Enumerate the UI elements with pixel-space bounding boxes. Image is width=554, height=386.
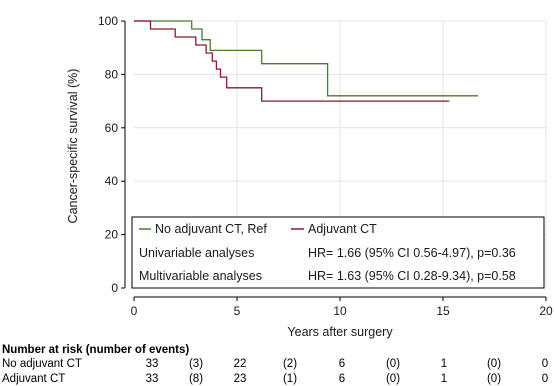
y-tick-label: 0 (111, 281, 118, 295)
risk-cell: 6 (339, 358, 345, 370)
risk-cell: 0 (542, 373, 548, 385)
risk-cell: (0) (386, 358, 400, 370)
risk-cell: 1 (441, 373, 447, 385)
univariable-hr: HR= 1.66 (95% CI 0.56-4.97), p=0.36 (308, 246, 516, 260)
y-ticks: 0 20 40 60 80 100 (98, 14, 125, 295)
risk-cell: 0 (542, 358, 548, 370)
multivariable-hr: HR= 1.63 (95% CI 0.28-9.34), p=0.58 (308, 269, 516, 283)
y-axis-title: Cancer-specific survival (%) (66, 69, 80, 224)
risk-cell: 23 (234, 373, 247, 385)
curve-adjuvant-ct (134, 20, 450, 102)
legend: No adjuvant CT, Ref Adjuvant CT Univaria… (131, 216, 545, 289)
y-tick-label: 60 (105, 121, 119, 135)
legend-label-no-adjuvant: No adjuvant CT, Ref (155, 222, 267, 236)
y-tick-label: 20 (105, 228, 119, 242)
risk-table: Number at risk (number of events) No adj… (2, 344, 548, 385)
risk-cell: 22 (234, 358, 247, 370)
risk-row-label: No adjuvant CT (2, 358, 82, 370)
risk-cell: 33 (146, 373, 159, 385)
risk-cell: (1) (283, 373, 297, 385)
risk-cell: 1 (441, 358, 447, 370)
x-ticks: 0 5 10 15 20 (131, 297, 553, 318)
univariable-label: Univariable analyses (139, 246, 254, 260)
risk-cell: (3) (189, 358, 203, 370)
x-tick-label: 20 (539, 304, 553, 318)
multivariable-label: Multivariable analyses (139, 269, 262, 283)
x-tick-label: 10 (333, 304, 347, 318)
x-axis-title: Years after surgery (287, 325, 393, 339)
y-tick-label: 80 (105, 67, 119, 81)
survival-curves (134, 20, 478, 102)
risk-cell: (2) (283, 358, 297, 370)
risk-table-cells: 33 (3) 22 (2) 6 (0) 1 (0) 0 33 (8) 23 (1) 6 (0) 1 (0) 0 (146, 358, 549, 385)
x-tick-label: 0 (131, 304, 138, 318)
gridlines (134, 20, 547, 288)
risk-cell: 6 (339, 373, 345, 385)
y-tick-label: 100 (98, 14, 118, 28)
risk-cell: (8) (189, 373, 203, 385)
legend-label-adjuvant: Adjuvant CT (308, 222, 377, 236)
axes: 0 20 40 60 80 100 0 5 10 15 20 (98, 14, 553, 318)
legend-box (131, 216, 545, 289)
risk-table-title: Number at risk (number of events) (2, 344, 189, 356)
x-tick-label: 15 (436, 304, 450, 318)
risk-cell: (0) (487, 358, 501, 370)
risk-row-label: Adjuvant CT (2, 373, 65, 385)
curve-no-adjuvant-ct (134, 20, 478, 97)
risk-cell: 33 (146, 358, 159, 370)
x-tick-label: 5 (234, 304, 241, 318)
y-tick-label: 40 (105, 174, 119, 188)
risk-cell: (0) (386, 373, 400, 385)
risk-cell: (0) (487, 373, 501, 385)
